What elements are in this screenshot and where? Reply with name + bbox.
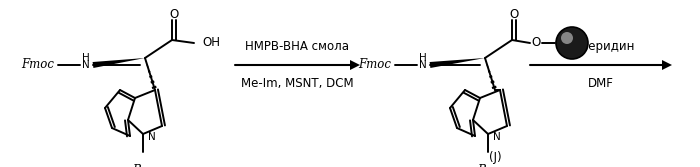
Text: H: H — [82, 53, 90, 63]
Polygon shape — [150, 80, 155, 84]
Text: DMF: DMF — [588, 77, 614, 90]
Text: Fmoc: Fmoc — [358, 58, 391, 71]
Text: N: N — [148, 132, 155, 142]
Text: Fmoc: Fmoc — [22, 58, 55, 71]
Text: (J): (J) — [489, 151, 501, 164]
Polygon shape — [92, 58, 145, 68]
Polygon shape — [662, 60, 672, 70]
Polygon shape — [350, 60, 360, 70]
Polygon shape — [485, 60, 486, 62]
Text: O: O — [531, 37, 540, 49]
Polygon shape — [486, 65, 489, 67]
Text: Me-Im, MSNT, DCM: Me-Im, MSNT, DCM — [241, 77, 354, 90]
Text: OH: OH — [202, 37, 220, 49]
Text: N: N — [493, 132, 500, 142]
Polygon shape — [491, 86, 497, 89]
Text: Boc: Boc — [477, 164, 499, 167]
Text: O: O — [169, 9, 178, 22]
Polygon shape — [149, 75, 153, 78]
Text: O: O — [510, 9, 519, 22]
Polygon shape — [430, 58, 485, 68]
Text: H: H — [419, 53, 427, 63]
Polygon shape — [152, 86, 157, 89]
Polygon shape — [146, 65, 148, 67]
Text: N: N — [82, 60, 90, 70]
Polygon shape — [491, 80, 495, 84]
Polygon shape — [148, 70, 150, 73]
Circle shape — [556, 27, 588, 59]
Polygon shape — [489, 75, 493, 78]
Text: Boc: Boc — [132, 164, 154, 167]
Text: HMPB-BHA смола: HMPB-BHA смола — [245, 40, 349, 53]
Polygon shape — [488, 70, 491, 73]
Circle shape — [561, 32, 573, 44]
Text: пиперидин: пиперидин — [566, 40, 636, 53]
Text: N: N — [419, 60, 427, 70]
